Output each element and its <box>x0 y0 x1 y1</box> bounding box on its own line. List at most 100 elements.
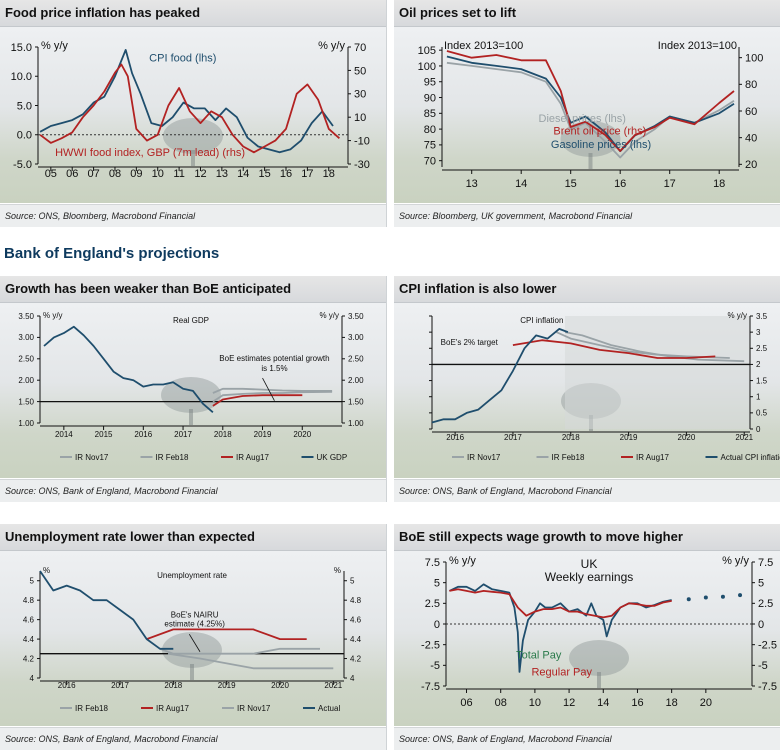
y2-tick-label: -5 <box>758 660 768 672</box>
x-tick-label: 09 <box>130 168 142 180</box>
y-tick-label: 1.50 <box>18 397 34 406</box>
y2-tick-label: 1.00 <box>348 419 364 428</box>
left-unit-label: % y/y <box>449 555 476 567</box>
y-tick-label: 5 <box>434 578 440 590</box>
chart-subtitle: Unemployment rate <box>157 571 227 580</box>
legend-label: UK GDP <box>317 453 348 462</box>
y-tick-label: 4.8 <box>23 596 35 605</box>
y2-tick-label: 2.50 <box>348 355 364 364</box>
y-tick-label: 105 <box>418 45 436 57</box>
x-tick-label: 18 <box>666 697 678 709</box>
y2-tick-label: 40 <box>745 133 757 145</box>
x-tick-label: 14 <box>515 178 527 190</box>
panel-title: Food price inflation has peaked <box>0 0 386 27</box>
section-heading: Bank of England's projections <box>4 245 219 262</box>
y-tick-label: 80 <box>424 124 436 136</box>
x-tick-label: 2016 <box>446 433 464 442</box>
annotation-text-line2: estimate (4.25%) <box>164 620 225 629</box>
x-tick-label: 15 <box>258 168 270 180</box>
y-tick-label: 7.5 <box>425 557 440 569</box>
tree-trunk <box>589 153 593 169</box>
y-tick-label: 100 <box>418 61 436 73</box>
y-tick-label: 3.00 <box>18 333 34 342</box>
left-unit-label: % <box>43 566 50 575</box>
y2-tick-label: 4.8 <box>350 596 362 605</box>
x-tick-label: 12 <box>194 168 206 180</box>
legend-label: IR Feb18 <box>75 704 108 713</box>
x-tick-label: 16 <box>614 178 626 190</box>
y-tick-label: 4.2 <box>23 654 35 663</box>
x-tick-label: 2017 <box>111 681 129 690</box>
y2-tick-label: -30 <box>354 159 370 171</box>
chart-subtitle: CPI inflation <box>520 316 563 325</box>
x-tick-label: 2020 <box>271 681 289 690</box>
x-tick-label: 20 <box>700 697 712 709</box>
legend-label: IR Feb18 <box>156 453 189 462</box>
y2-tick-label: 100 <box>745 53 763 65</box>
y-tick-label: 15.0 <box>11 42 32 54</box>
legend-label: IR Aug17 <box>236 453 269 462</box>
x-tick-label: 14 <box>597 697 609 709</box>
legend-label: IR Nov17 <box>75 453 109 462</box>
x-tick-label: 10 <box>529 697 541 709</box>
x-tick-label: 2020 <box>678 433 696 442</box>
chart-subtitle-line2: Weekly earnings <box>545 570 634 584</box>
x-tick-label: 2019 <box>620 433 638 442</box>
source-note: Source: ONS, Bank of England, Macrobond … <box>0 727 386 750</box>
projection-shade <box>565 316 750 429</box>
y2-tick-label: 30 <box>354 89 366 101</box>
series-label: HWWI food index, GBP (7m lead) (rhs) <box>55 147 245 159</box>
x-tick-label: 2016 <box>134 430 152 439</box>
panel-growth: Growth has been weaker than BoE anticipa… <box>0 276 387 502</box>
annotation-text: BoE's 2% target <box>441 338 499 347</box>
right-unit-label: % y/y <box>722 555 749 567</box>
y-tick-label: -5.0 <box>13 159 32 171</box>
y2-tick-label: 3.00 <box>348 333 364 342</box>
y2-tick-label: 7.5 <box>758 557 773 569</box>
legend-label: IR Aug17 <box>636 453 669 462</box>
x-tick-label: 2017 <box>174 430 192 439</box>
y-tick-label: 0.0 <box>17 130 32 142</box>
legend-label: Actual <box>318 704 340 713</box>
legend-label: IR Nov17 <box>237 704 271 713</box>
y2-tick-label: 2.5 <box>756 344 768 353</box>
y2-tick-label: 50 <box>354 65 366 77</box>
left-unit-label: % y/y <box>41 40 68 52</box>
y2-tick-label: 4.2 <box>350 654 362 663</box>
x-tick-label: 2018 <box>214 430 232 439</box>
series-label: Diesel prices (lhs) <box>539 113 626 125</box>
right-unit-label: % y/y <box>727 311 747 320</box>
panel-title: Unemployment rate lower than expected <box>0 524 386 551</box>
y2-tick-label: 4.4 <box>350 635 362 644</box>
y2-tick-label: 0 <box>758 619 764 631</box>
y2-tick-label: 0 <box>756 425 761 434</box>
projection-dot <box>704 596 708 600</box>
y-tick-label: -5 <box>430 660 440 672</box>
panel-title: Oil prices set to lift <box>394 0 780 27</box>
y2-tick-label: 1 <box>756 393 761 402</box>
y2-tick-label: 0.5 <box>756 409 768 418</box>
y2-tick-label: 20 <box>745 159 757 171</box>
x-tick-label: 2018 <box>562 433 580 442</box>
y2-tick-label: 4 <box>350 674 355 683</box>
tree-trunk <box>189 409 193 425</box>
x-tick-label: 08 <box>495 697 507 709</box>
x-tick-label: 10 <box>152 168 164 180</box>
panel-title: Growth has been weaker than BoE anticipa… <box>0 276 386 303</box>
y-tick-label: 90 <box>424 92 436 104</box>
source-note: Source: Bloomberg, UK government, Macrob… <box>394 204 780 227</box>
tree-trunk <box>190 664 194 680</box>
y-tick-label: 2.00 <box>18 376 34 385</box>
right-unit-label: % y/y <box>318 40 345 52</box>
x-tick-label: 11 <box>173 168 184 180</box>
x-tick-label: 05 <box>45 168 57 180</box>
x-tick-label: 17 <box>301 168 313 180</box>
x-tick-label: 06 <box>460 697 472 709</box>
